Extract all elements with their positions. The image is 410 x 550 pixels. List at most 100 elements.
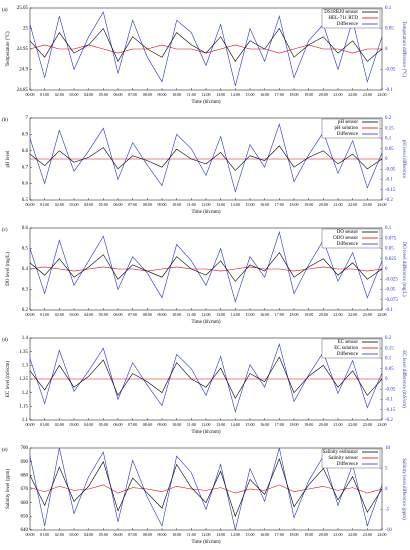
y2-tick-label: 0.2 — [385, 116, 392, 121]
x-tick-label: 01:00 — [40, 422, 49, 427]
y-tick-label: 25 — [23, 27, 29, 32]
x-tick-label: 02:00 — [55, 202, 64, 207]
y2-tick-label: 0.05 — [385, 247, 394, 252]
y-tick-label: 6.3 — [22, 288, 29, 293]
y2-axis-label: EC level difference (mS/cm) — [401, 350, 406, 408]
x-tick-label: 06:00 — [113, 92, 122, 97]
y2-tick-label: 0 — [385, 267, 388, 272]
x-axis-label: Time (hh:mm) — [191, 540, 220, 545]
x-tick-label: 24:00 — [377, 422, 386, 427]
y2-tick-label: 0.15 — [385, 126, 394, 131]
x-tick-label: 00:00 — [25, 532, 34, 537]
x-tick-label: 15:00 — [245, 92, 254, 97]
x-tick-label: 13:00 — [216, 92, 225, 97]
y2-tick-label: -0.15 — [385, 188, 396, 193]
x-axis-label: Time (hh:mm) — [191, 210, 220, 215]
y2-tick-label: 0.2 — [385, 336, 392, 341]
x-tick-label: 07:00 — [128, 202, 137, 207]
y2-tick-label: 0.1 — [385, 357, 392, 362]
x-tick-label: 04:00 — [84, 422, 93, 427]
x-tick-label: 19:00 — [304, 422, 313, 427]
y-tick-label: 7 — [26, 116, 29, 121]
y-tick-label: 1.1 — [22, 418, 29, 423]
legend-label: EC solution — [334, 346, 358, 351]
y-tick-label: 25.05 — [17, 6, 29, 11]
y-tick-label: 1.35 — [19, 350, 28, 355]
x-tick-label: 10:00 — [172, 422, 181, 427]
x-tick-label: 19:00 — [304, 532, 313, 537]
y2-tick-label: -0.05 — [385, 288, 396, 293]
panel-label: (b) — [2, 118, 8, 123]
x-tick-label: 24:00 — [377, 92, 386, 97]
x-tick-label: 13:00 — [216, 422, 225, 427]
x-tick-label: 03:00 — [69, 312, 78, 317]
y-tick-label: 6.8 — [22, 149, 29, 154]
y2-axis-label: Temperature difference (°C) — [401, 21, 406, 78]
x-tick-label: 15:00 — [245, 312, 254, 317]
y2-tick-label: -0.075 — [385, 298, 398, 303]
x-axis-label: Time (hh:mm) — [191, 430, 220, 435]
series-line — [29, 458, 383, 518]
x-tick-label: 07:00 — [128, 92, 137, 97]
y2-tick-label: -0.05 — [385, 68, 396, 73]
y2-tick-label: -0.05 — [385, 387, 396, 392]
y2-axis-label: Salinity level difference (ppm) — [401, 458, 406, 520]
x-tick-label: 13:00 — [216, 532, 225, 537]
y-tick-label: 1.25 — [19, 377, 28, 382]
x-tick-label: 14:00 — [231, 312, 240, 317]
legend-box — [321, 118, 381, 139]
y-tick-label: 6.7 — [22, 165, 29, 170]
x-tick-label: 20:00 — [319, 92, 328, 97]
x-tick-label: 14:00 — [231, 532, 240, 537]
x-tick-label: 06:00 — [113, 532, 122, 537]
y2-tick-label: -0.15 — [385, 408, 396, 413]
legend-label: pH sensor — [338, 120, 358, 125]
y2-tick-label: -0.1 — [385, 308, 393, 313]
legend-label: Salinity sensor — [328, 456, 358, 461]
x-tick-label: 02:00 — [55, 312, 64, 317]
x-tick-label: 23:00 — [363, 92, 372, 97]
series-line — [29, 252, 383, 282]
legend-box — [321, 338, 381, 359]
x-tick-label: 00:00 — [25, 202, 34, 207]
legend-box — [321, 8, 381, 29]
series-line — [29, 356, 383, 399]
y2-tick-label: 0 — [385, 157, 388, 162]
x-tick-label: 22:00 — [348, 202, 357, 207]
x-tick-label: 20:00 — [319, 532, 328, 537]
x-tick-label: 03:00 — [69, 422, 78, 427]
y-axis-label: EC level (mS/cm) — [6, 361, 11, 397]
x-axis-label: Time (hh:mm) — [191, 100, 220, 105]
x-tick-label: 17:00 — [275, 92, 284, 97]
x-tick-label: 20:00 — [319, 312, 328, 317]
y-tick-label: 680 — [21, 473, 29, 478]
x-tick-label: 01:00 — [40, 202, 49, 207]
legend-label: Difference — [337, 22, 359, 27]
x-tick-label: 24:00 — [377, 312, 386, 317]
x-tick-label: 09:00 — [157, 422, 166, 427]
x-tick-label: 17:00 — [275, 422, 284, 427]
y-tick-label: 650 — [21, 514, 29, 519]
x-tick-label: 09:00 — [157, 202, 166, 207]
series-line — [29, 27, 383, 62]
y2-tick-label: -10 — [385, 528, 392, 533]
series-line — [29, 44, 382, 54]
x-tick-label: 18:00 — [289, 92, 298, 97]
x-tick-label: 01:00 — [40, 92, 49, 97]
x-tick-label: 15:00 — [245, 202, 254, 207]
x-tick-label: 22:00 — [348, 312, 357, 317]
legend-label: ODO sensor — [333, 236, 358, 241]
x-tick-label: 17:00 — [275, 312, 284, 317]
y-tick-label: 6.6 — [22, 226, 29, 231]
legend-label: Difference — [337, 462, 359, 467]
x-tick-label: 07:00 — [128, 532, 137, 537]
x-tick-label: 12:00 — [201, 422, 210, 427]
x-tick-label: 21:00 — [333, 312, 342, 317]
y2-tick-label: -0.2 — [385, 418, 393, 423]
x-tick-label: 05:00 — [99, 202, 108, 207]
y-tick-label: 670 — [21, 487, 29, 492]
x-tick-label: 06:00 — [113, 202, 122, 207]
x-tick-label: 20:00 — [319, 202, 328, 207]
y2-tick-label: 10 — [385, 446, 391, 451]
